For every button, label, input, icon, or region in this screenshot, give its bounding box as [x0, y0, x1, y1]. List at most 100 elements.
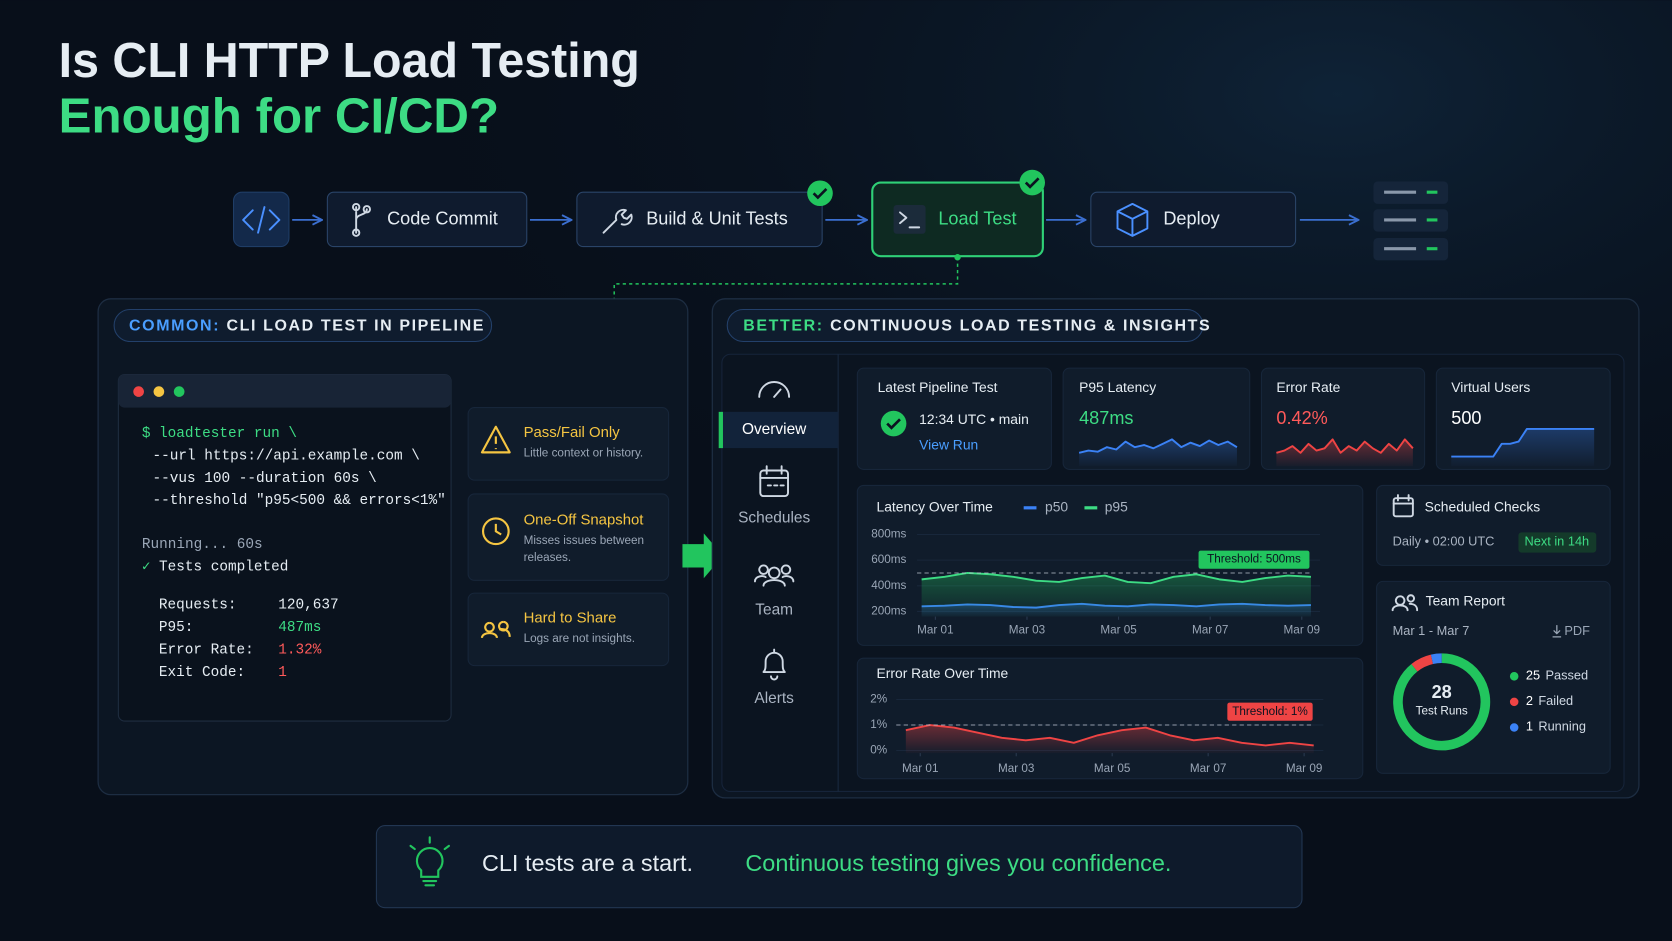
section-tag: COMMON: — [129, 318, 220, 335]
deploy-icon — [1116, 202, 1149, 237]
section-header: COMMON: CLI LOAD TEST IN PIPELINE — [129, 318, 485, 335]
issue-title: One-Off Snapshot — [524, 512, 645, 529]
threshold-label: Threshold: 500ms — [1207, 553, 1301, 566]
terminal-command: $ loadtester run \ — [142, 426, 297, 442]
legend-label: p50 — [1045, 498, 1068, 514]
report-icon — [1391, 594, 1419, 612]
window-dot — [173, 386, 185, 397]
nav-item: Overview — [742, 421, 807, 438]
issue-card — [467, 493, 670, 581]
x-tick-label: Mar 01 — [902, 762, 938, 775]
x-tick-label: Mar 03 — [1009, 624, 1045, 637]
window-dot — [133, 386, 144, 397]
y-tick-label: 600ms — [871, 553, 906, 566]
terminal-done: ✓ Tests completed — [142, 559, 289, 575]
check-mark — [1024, 177, 1040, 189]
calendar-icon — [759, 469, 789, 498]
gauge-icon — [758, 381, 791, 398]
prompt: $ — [142, 426, 151, 442]
footer-accent: Continuous testing gives you confidence. — [745, 850, 1171, 876]
nav-item: Team — [755, 601, 793, 618]
donut-total: 28 — [1432, 682, 1452, 702]
schedule-title: Scheduled Checks — [1425, 498, 1541, 514]
threshold-badge — [1227, 702, 1313, 721]
server-stack — [1373, 181, 1449, 261]
subtitle: Enough for CI/CD? — [59, 90, 499, 144]
download-icon — [1552, 625, 1562, 638]
report-range: Mar 1 - Mar 7 — [1393, 623, 1470, 638]
legend-value: 1 — [1526, 719, 1533, 734]
legend-label: Running — [1538, 719, 1586, 734]
series-line-area — [905, 725, 1314, 754]
x-tick-label: Mar 09 — [1284, 624, 1320, 637]
donut-label: Test Runs — [1416, 705, 1468, 718]
schedule-icon-lines — [1392, 494, 1414, 505]
sparkline — [1078, 438, 1238, 454]
sparkline — [1451, 427, 1595, 458]
commit-icon — [351, 203, 371, 237]
donut-segment — [1411, 654, 1434, 672]
result-value: 120,637 — [278, 598, 338, 614]
issue-card — [467, 407, 670, 481]
issue-desc: Logs are not insights. — [524, 632, 635, 645]
code-icon — [242, 206, 281, 234]
step-label: Build & Unit Tests — [646, 209, 788, 229]
y-tick-label: 1% — [870, 718, 887, 731]
section-tag: BETTER: — [743, 318, 823, 335]
bell-icon — [762, 648, 786, 681]
y-tick-label: 2% — [870, 693, 887, 706]
result-value: 487ms — [278, 620, 321, 636]
pass-mark — [886, 418, 901, 430]
step-label: Code Commit — [387, 209, 498, 229]
terminal-icon-box — [893, 204, 926, 234]
nav-active — [721, 411, 839, 449]
x-tick-label: Mar 05 — [1100, 624, 1137, 637]
section-title: CONTINUOUS LOAD TESTING & INSIGHTS — [830, 318, 1211, 335]
next-pill — [1518, 532, 1597, 553]
issue-card — [467, 592, 670, 667]
legend-dot — [1509, 697, 1519, 707]
card-title: Latest Pipeline Test — [878, 379, 998, 395]
terminal-arg: --threshold "p95<500 && errors<1%" — [152, 493, 445, 509]
result-value: 1.32% — [278, 642, 322, 658]
footer-lead: CLI tests are a start. — [482, 850, 693, 876]
result-value: 1 — [278, 665, 287, 681]
issue-title: Hard to Share — [524, 610, 617, 627]
x-tick-label: Mar 07 — [1192, 624, 1228, 637]
check-badge — [1019, 169, 1045, 196]
chart-title: Error Rate Over Time — [877, 665, 1009, 681]
y-tick-label: 800ms — [871, 528, 906, 541]
x-tick-label: Mar 05 — [1094, 762, 1131, 775]
calendar-lines — [759, 465, 789, 487]
metric-value: 500 — [1451, 408, 1481, 428]
x-tick-label: Mar 03 — [998, 762, 1034, 775]
terminal-status: Running... 60s — [142, 537, 263, 553]
server-lines — [1384, 190, 1417, 251]
people-icon — [480, 620, 511, 639]
issue-title: Pass/Fail Only — [524, 424, 621, 441]
done-text: Tests completed — [159, 559, 288, 575]
x-tick-label: Mar 09 — [1286, 762, 1322, 775]
terminal-arg: --vus 100 --duration 60s \ — [152, 471, 376, 487]
legend-dot — [1509, 672, 1519, 681]
server-leds — [1426, 190, 1438, 251]
donut-segment — [1393, 653, 1491, 751]
footer-box — [375, 825, 1303, 909]
y-tick-label: 200ms — [871, 605, 906, 618]
card-link: View Run — [919, 437, 978, 453]
x-tick-label: Mar 07 — [1190, 762, 1226, 775]
y-tick-label: 400ms — [871, 579, 906, 592]
connector-dot — [954, 254, 961, 261]
series-line — [905, 724, 1314, 747]
sparkline — [1276, 438, 1414, 454]
clock-hands — [494, 523, 502, 536]
wrench-icon — [602, 208, 633, 234]
legend-entry: 25 Passed — [1526, 668, 1588, 683]
legend-dot — [1509, 723, 1519, 732]
pipeline — [232, 169, 1449, 299]
metric-title: Error Rate — [1276, 379, 1340, 395]
terminal-arg: --url https://api.example.com \ — [152, 448, 419, 464]
series-line-area — [921, 572, 1311, 617]
warning-icon — [480, 425, 511, 454]
